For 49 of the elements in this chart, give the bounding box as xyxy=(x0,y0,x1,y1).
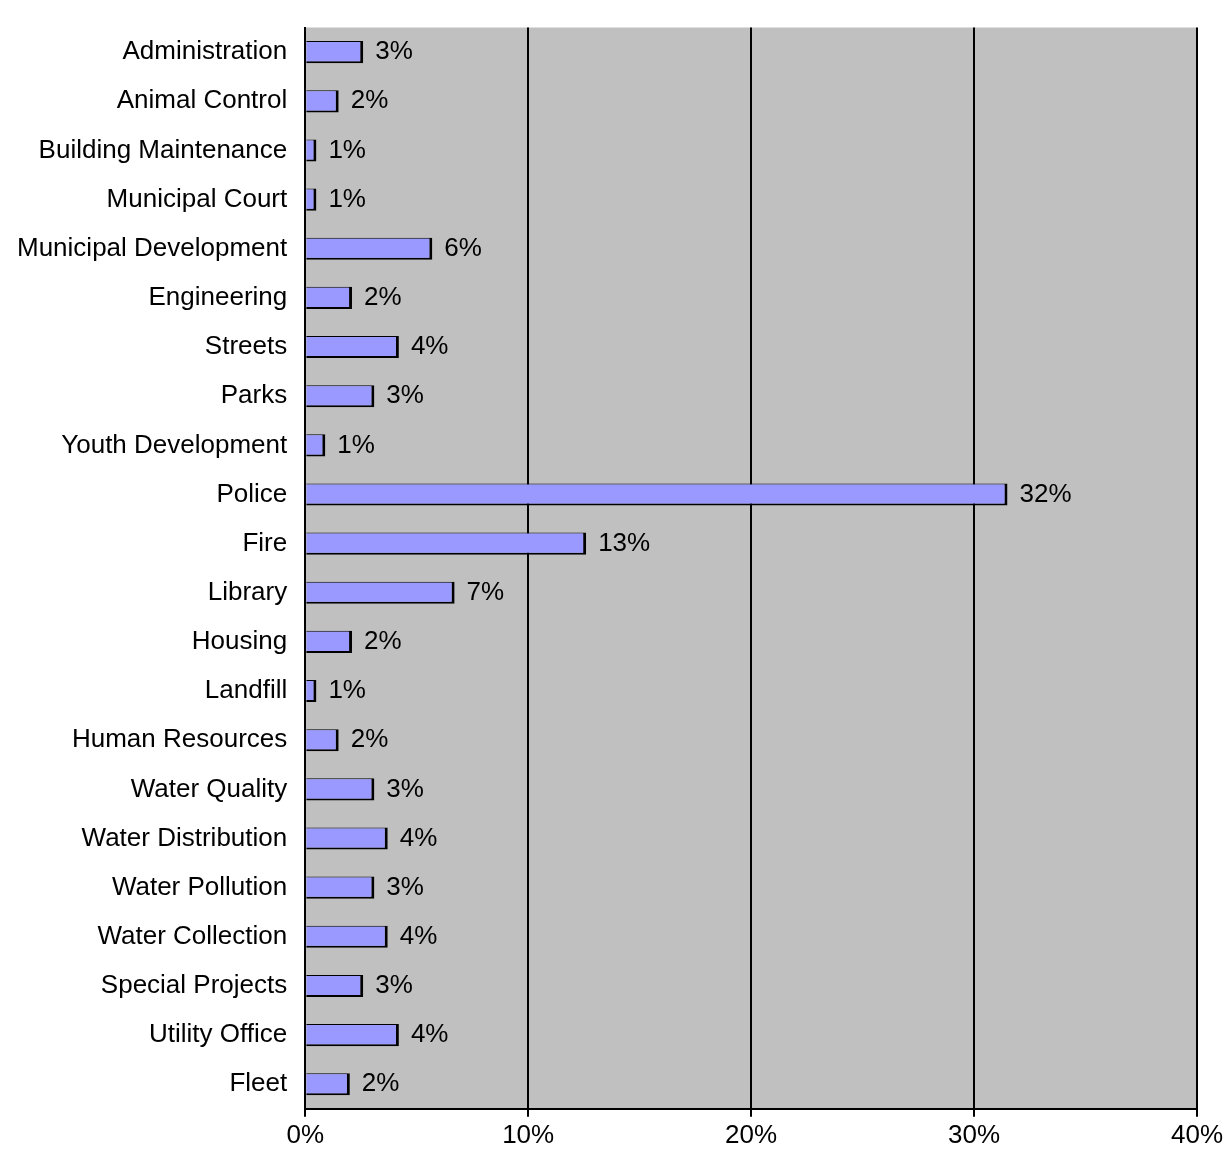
data-label: 4% xyxy=(399,821,438,852)
data-label: 3% xyxy=(386,772,424,803)
y-tick-label: Utility Office xyxy=(149,1018,288,1049)
y-tick-label: Water Pollution xyxy=(111,870,288,901)
y-tick-label: Police xyxy=(216,477,288,508)
x-tick-label: 40% xyxy=(1170,1118,1223,1149)
y-tick-label: Engineering xyxy=(148,281,288,312)
data-label: 1% xyxy=(328,674,366,705)
data-label: 3% xyxy=(375,35,413,66)
data-label: 1% xyxy=(328,133,366,164)
data-label: 1% xyxy=(328,182,366,213)
y-tick-label: Municipal Court xyxy=(106,182,289,213)
y-tick-label: Water Distribution xyxy=(81,821,288,852)
y-tick-label: Fleet xyxy=(229,1067,289,1098)
data-label: 1% xyxy=(337,428,375,459)
y-tick-label: Special Projects xyxy=(100,969,288,1000)
data-label: 3% xyxy=(386,379,424,410)
y-tick-label: Library xyxy=(207,575,288,606)
y-tick-label: Youth Development xyxy=(61,428,289,459)
y-tick-label: Animal Control xyxy=(116,84,288,115)
x-tick-label: 0% xyxy=(286,1118,325,1149)
data-label: 2% xyxy=(364,625,402,656)
y-tick-label: Landfill xyxy=(204,674,288,705)
data-label: 7% xyxy=(466,575,505,606)
data-label: 2% xyxy=(364,281,402,312)
data-label: 4% xyxy=(410,330,449,361)
y-tick-label: Human Resources xyxy=(71,723,288,754)
y-tick-label: Building Maintenance xyxy=(38,133,288,164)
data-label: 2% xyxy=(361,1067,400,1098)
x-tick-label: 30% xyxy=(948,1118,1001,1149)
y-tick-label: Administration xyxy=(122,35,288,66)
data-label: 32% xyxy=(1019,477,1072,508)
y-tick-label: Parks xyxy=(220,379,288,410)
y-tick-label: Fire xyxy=(242,526,288,557)
data-label: 13% xyxy=(598,526,651,557)
y-tick-label: Water Quality xyxy=(130,772,288,803)
data-label: 3% xyxy=(386,870,424,901)
y-tick-label: Housing xyxy=(191,625,288,656)
data-label: 3% xyxy=(375,969,413,1000)
x-tick-label: 10% xyxy=(502,1118,555,1149)
data-label: 6% xyxy=(444,231,482,262)
data-label: 2% xyxy=(350,84,389,115)
y-tick-label: Water Collection xyxy=(97,919,288,950)
data-label: 4% xyxy=(410,1018,449,1049)
y-tick-label: Municipal Development xyxy=(17,231,289,262)
data-label: 2% xyxy=(350,723,389,754)
x-tick-label: 20% xyxy=(725,1118,778,1149)
y-tick-label: Streets xyxy=(204,330,288,361)
data-label: 4% xyxy=(399,919,438,950)
